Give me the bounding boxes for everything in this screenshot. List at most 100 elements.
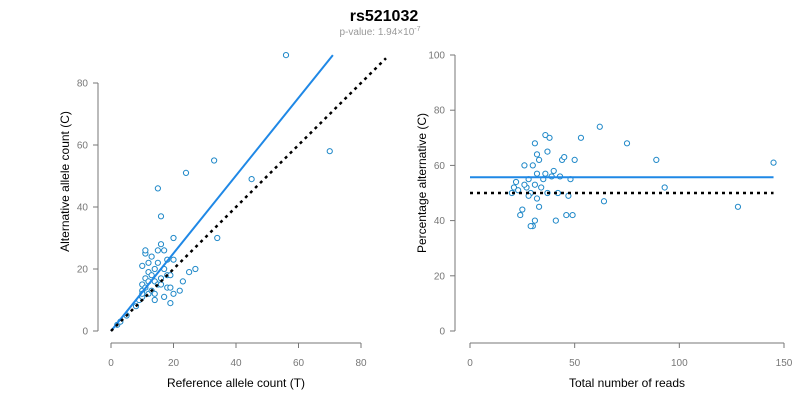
y-tick-label: 20 bbox=[434, 271, 446, 282]
y-tick-label: 100 bbox=[428, 51, 445, 62]
data-point bbox=[151, 265, 158, 273]
p-value-text: p-value: 1.94×10-7 bbox=[339, 26, 420, 38]
data-point bbox=[326, 148, 333, 155]
data-point bbox=[531, 181, 538, 188]
data-point bbox=[176, 287, 183, 294]
data-point bbox=[142, 247, 149, 254]
y-tick-label: 20 bbox=[77, 265, 89, 276]
data-point bbox=[533, 195, 541, 202]
data-point bbox=[157, 213, 165, 220]
x-axis-title: Total number of reads bbox=[569, 376, 685, 390]
data-point bbox=[154, 185, 161, 192]
data-point bbox=[521, 181, 528, 188]
data-point bbox=[542, 170, 549, 177]
x-axis-title: Reference allele count (T) bbox=[167, 376, 305, 390]
data-point bbox=[248, 176, 255, 183]
data-point bbox=[770, 159, 777, 166]
data-point bbox=[512, 178, 520, 186]
data-point bbox=[571, 156, 578, 163]
x-tick-label: 60 bbox=[293, 358, 305, 369]
x-tick-label: 50 bbox=[569, 358, 581, 369]
data-point bbox=[623, 140, 631, 147]
data-point bbox=[535, 203, 543, 210]
data-point bbox=[533, 151, 541, 158]
y-tick-label: 60 bbox=[434, 161, 446, 172]
data-point bbox=[145, 259, 152, 266]
data-point bbox=[546, 134, 553, 141]
data-point bbox=[211, 157, 218, 164]
data-point bbox=[167, 300, 174, 307]
data-point bbox=[161, 293, 168, 300]
data-point bbox=[148, 253, 155, 260]
y-tick-label: 0 bbox=[439, 327, 445, 338]
y-tick-label: 40 bbox=[77, 203, 89, 214]
data-point bbox=[521, 162, 528, 169]
data-point bbox=[653, 156, 660, 163]
data-point bbox=[170, 290, 177, 297]
percentage-panel: 0 50 100 150 0 20 40 60 80 100 Total number of rea… bbox=[415, 51, 793, 391]
x-tick-label: 150 bbox=[776, 358, 793, 369]
data-point bbox=[214, 234, 221, 242]
x-tick-label: 100 bbox=[671, 358, 688, 369]
x-tick-label: 0 bbox=[467, 358, 473, 369]
fit-line bbox=[110, 54, 334, 332]
x-tick-label: 80 bbox=[355, 358, 367, 369]
data-point bbox=[170, 234, 177, 242]
p-value-prefix: p-value: 1.94×10 bbox=[339, 27, 414, 38]
data-point bbox=[527, 223, 534, 230]
data-point bbox=[600, 198, 608, 205]
data-point bbox=[734, 203, 742, 210]
data-point bbox=[569, 211, 576, 219]
data-point bbox=[552, 217, 559, 224]
allele-count-panel: 0 20 40 60 80 0 20 40 60 80 Reference allele count… bbox=[58, 52, 387, 390]
y-tick-label: 0 bbox=[82, 327, 88, 338]
data-point bbox=[544, 148, 551, 155]
data-point bbox=[161, 247, 168, 254]
p-value-exponent: -7 bbox=[414, 26, 420, 33]
x-tick-label: 0 bbox=[108, 358, 114, 369]
data-point bbox=[515, 187, 522, 194]
data-point bbox=[282, 52, 290, 59]
data-point bbox=[192, 265, 199, 273]
data-point bbox=[529, 162, 536, 169]
data-point bbox=[139, 262, 146, 269]
data-point bbox=[154, 247, 161, 254]
y-tick-label: 40 bbox=[434, 216, 446, 227]
data-point bbox=[577, 134, 585, 141]
y-tick-label: 60 bbox=[77, 141, 89, 152]
data-point bbox=[596, 123, 603, 130]
chart-title: rs521032 bbox=[350, 8, 419, 25]
data-point bbox=[542, 131, 549, 139]
data-point bbox=[563, 211, 570, 219]
data-point bbox=[531, 217, 538, 224]
data-point bbox=[531, 140, 538, 147]
data-point bbox=[182, 169, 190, 176]
y-tick-label: 80 bbox=[77, 79, 89, 90]
data-point bbox=[167, 284, 174, 291]
data-point bbox=[157, 241, 165, 248]
data-point bbox=[517, 211, 524, 219]
data-point bbox=[157, 281, 165, 288]
x-tick-label: 40 bbox=[230, 358, 242, 369]
data-point bbox=[151, 290, 158, 297]
data-point bbox=[519, 206, 526, 213]
data-point bbox=[179, 278, 186, 285]
y-tick-label: 80 bbox=[434, 106, 446, 117]
data-point bbox=[535, 156, 543, 163]
y-axis-title: Percentage alternative (C) bbox=[415, 113, 429, 253]
y-axis-title: Alternative allele count (C) bbox=[58, 111, 72, 252]
data-point bbox=[151, 296, 158, 304]
data-point bbox=[186, 269, 193, 276]
data-point bbox=[550, 167, 557, 175]
data-point bbox=[148, 272, 155, 279]
data-point bbox=[170, 256, 177, 263]
reference-line bbox=[110, 57, 387, 332]
data-point bbox=[510, 184, 518, 191]
data-point bbox=[533, 170, 541, 177]
data-point bbox=[538, 184, 545, 191]
x-tick-label: 20 bbox=[168, 358, 180, 369]
data-point bbox=[661, 184, 668, 191]
data-point bbox=[167, 272, 174, 279]
